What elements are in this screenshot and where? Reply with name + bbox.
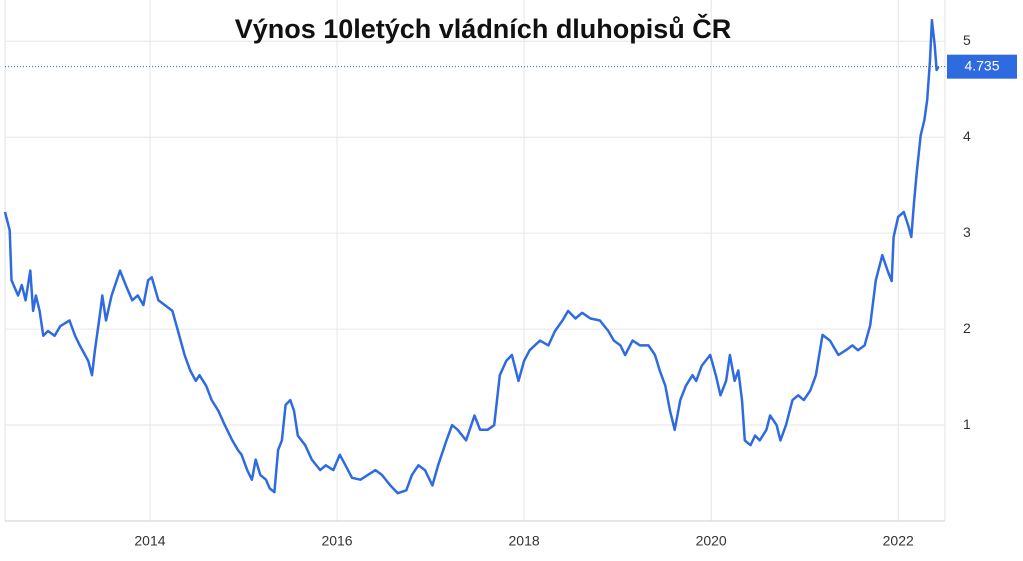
x-tick-label: 2014 [134,533,165,549]
x-tick-label: 2022 [883,533,914,549]
y-tick-label: 5 [963,32,971,48]
line [3,18,940,495]
chart-title: Výnos 10letých vládních dluhopisů ČR [235,13,732,44]
y-tick-label: 3 [963,224,971,240]
x-tick-label: 2018 [509,533,540,549]
y-tick-label: 2 [963,320,971,336]
y-tick-label: 4 [963,128,971,144]
last-value-box [947,54,1017,79]
last-value-label: 4.735 [964,57,999,73]
x-tick-label: 2016 [321,533,352,549]
y-tick-label: 1 [963,416,971,432]
x-tick-label: 2020 [696,533,727,549]
grid [5,0,945,521]
